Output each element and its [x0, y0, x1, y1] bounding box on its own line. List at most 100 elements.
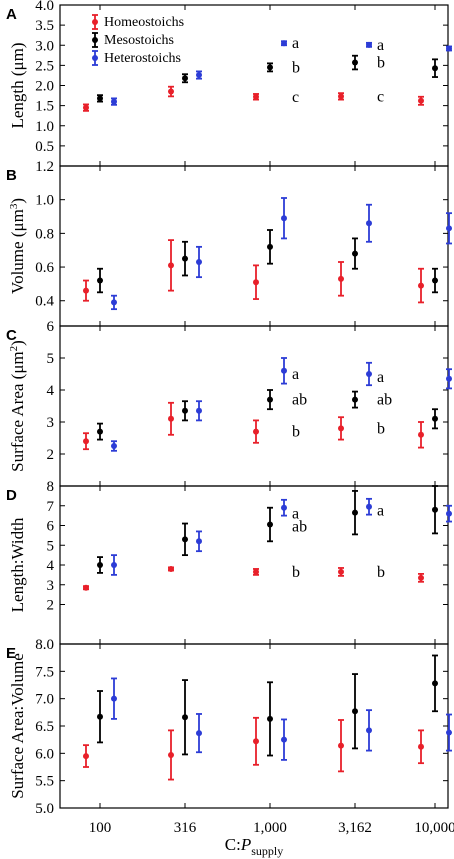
data-point: [338, 568, 344, 575]
data-point: [418, 431, 424, 438]
data-point: [352, 509, 358, 516]
y-tick-label: 6.0: [35, 746, 54, 762]
legend-label: Homeostoichs: [104, 15, 184, 30]
y-tick-label: 7.0: [35, 692, 54, 708]
data-point: [111, 299, 117, 306]
data-point: [253, 568, 259, 575]
significance-label: a: [292, 506, 299, 523]
significance-label: ab: [292, 518, 307, 535]
panel-letter: E: [6, 645, 16, 662]
x-tick-label: 100: [89, 820, 112, 836]
x-axis-title-subscript: supply: [251, 844, 283, 858]
data-point: [366, 220, 372, 227]
data-point: [366, 727, 372, 734]
y-axis-title-part: ): [8, 198, 27, 204]
data-point: [196, 72, 202, 79]
data-point: [253, 738, 259, 745]
significance-label: b: [377, 55, 385, 72]
data-point: [83, 438, 89, 445]
data-point: [432, 415, 438, 422]
data-point: [281, 504, 287, 511]
data-point: [111, 98, 117, 105]
data-point: [111, 443, 117, 449]
data-point: [446, 510, 452, 517]
x-axis-title: C:Psupply: [225, 835, 283, 858]
y-tick-label: 8: [47, 479, 55, 495]
panel-letter: C: [6, 327, 17, 344]
data-point: [281, 367, 287, 374]
significance-label: a: [292, 366, 299, 383]
y-tick-label: 2.0: [35, 79, 54, 95]
data-point: [182, 75, 188, 82]
significance-label: b: [377, 564, 385, 581]
x-tick-label: 1,000: [253, 820, 287, 836]
data-point: [83, 753, 89, 760]
y-tick-label: 3.5: [35, 18, 54, 34]
data-point: [97, 428, 103, 435]
data-point: [432, 680, 438, 687]
data-point: [83, 584, 89, 591]
x-tick-label: 316: [174, 820, 197, 836]
significance-label: b: [377, 420, 385, 437]
data-point: [196, 730, 202, 737]
y-tick-label: 5.5: [35, 774, 54, 790]
data-point: [338, 425, 344, 432]
data-point: [446, 729, 452, 736]
y-tick-label: 1.0: [35, 193, 54, 209]
significance-label: ab: [292, 392, 307, 409]
y-axis-title: Surface Area (μm2): [8, 340, 27, 472]
plot-frame: [59, 485, 449, 645]
legend-marker: [92, 37, 98, 43]
data-point: [267, 243, 273, 250]
data-point: [253, 279, 259, 286]
y-tick-label: 5: [47, 351, 55, 367]
data-point: [366, 503, 372, 510]
data-point: [418, 282, 424, 289]
data-point: [111, 562, 117, 568]
y-axis-title: Length (μm): [8, 42, 27, 128]
significance-label: b: [292, 564, 300, 581]
y-tick-label: 1.0: [35, 119, 54, 135]
y-tick-label: 2: [47, 447, 55, 463]
y-axis-title-part: Volume (μm: [8, 209, 27, 294]
significance-label: b: [292, 59, 300, 76]
data-point: [267, 521, 273, 528]
significance-label: a: [377, 503, 384, 520]
y-tick-label: 0.6: [35, 260, 54, 276]
data-point: [168, 565, 174, 572]
plot-frame: [59, 643, 449, 809]
y-axis-title-superscript: 2: [8, 346, 20, 352]
data-point: [281, 215, 287, 222]
data-point: [432, 277, 438, 284]
significance-label: a: [377, 37, 384, 54]
y-tick-label: 5.0: [35, 801, 54, 817]
data-point: [253, 428, 259, 435]
y-tick-label: 6: [47, 319, 55, 335]
data-point: [196, 538, 202, 545]
data-point: [352, 59, 358, 66]
data-point: [352, 250, 358, 257]
data-point: [182, 407, 188, 414]
y-tick-label: 0.8: [35, 226, 54, 242]
x-tick-label: 10,000: [414, 820, 454, 836]
significance-label: b: [292, 424, 300, 441]
y-axis-title-superscript: 3: [8, 203, 20, 209]
data-point: [168, 88, 174, 95]
data-point: [267, 396, 273, 403]
y-tick-label: 4: [47, 558, 55, 574]
significance-label: c: [377, 88, 384, 105]
y-tick-label: 3.0: [35, 38, 54, 54]
y-tick-label: 4: [47, 383, 55, 399]
y-axis-title: Length:Width: [8, 517, 27, 612]
panel-letter: D: [6, 487, 17, 504]
data-point: [366, 371, 372, 377]
data-point: [418, 743, 424, 750]
legend-label: Heterostoichs: [104, 51, 181, 66]
data-point: [432, 65, 438, 72]
data-point: [338, 742, 344, 749]
legend-marker: [92, 55, 98, 61]
data-point: [168, 415, 174, 422]
